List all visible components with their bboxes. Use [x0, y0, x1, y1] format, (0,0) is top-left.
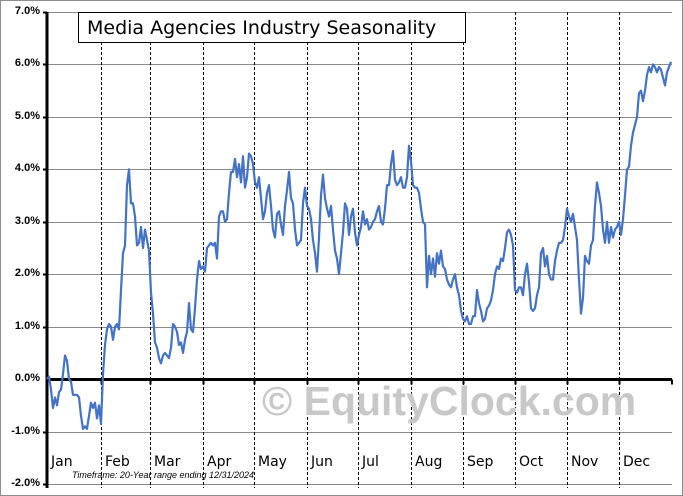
month-label: Apr — [207, 454, 232, 470]
month-label: Dec — [623, 454, 651, 470]
month-label: Jan — [51, 454, 73, 470]
y-tick-label: 7.0% — [14, 5, 40, 17]
y-tick-label: 3.0% — [14, 214, 40, 227]
month-label: Mar — [154, 454, 181, 470]
y-tick-label: 4.0% — [14, 162, 40, 175]
month-label: Oct — [519, 454, 544, 470]
y-tick-label: -1.0% — [11, 424, 40, 437]
y-tick-label: 0.0% — [14, 372, 40, 385]
timeframe-note: Timeframe: 20-Year range ending 12/31/20… — [72, 470, 255, 480]
y-tick-label: 2.0% — [14, 267, 40, 280]
y-tick-label: 6.0% — [14, 57, 40, 70]
month-label: Aug — [415, 454, 443, 470]
month-label: Sep — [467, 454, 494, 470]
month-label: May — [258, 454, 287, 470]
seasonality-line — [46, 61, 673, 430]
month-label: Feb — [105, 454, 130, 470]
month-label: Jun — [311, 454, 333, 470]
y-tick-label: -2.0% — [11, 477, 40, 489]
month-label: Jul — [362, 454, 379, 470]
month-label: Nov — [571, 454, 599, 470]
y-tick-label: 1.0% — [14, 319, 40, 332]
y-tick-label: 5.0% — [14, 109, 40, 122]
watermark: © EquityClock.com — [262, 378, 637, 424]
chart-title: Media Agencies Industry Seasonality — [78, 12, 466, 43]
